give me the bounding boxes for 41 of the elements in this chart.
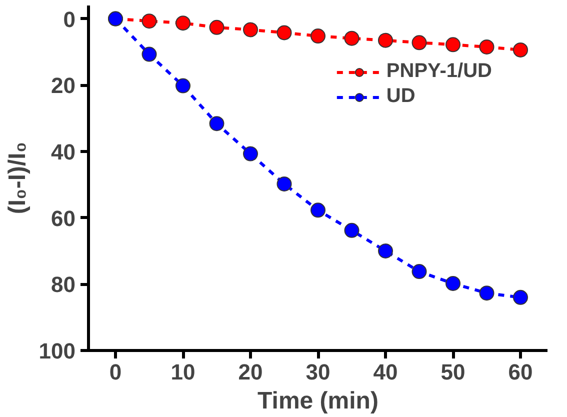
point [378, 32, 393, 48]
point [344, 222, 360, 238]
point [142, 14, 157, 29]
y-tick-label: 100 [38, 338, 76, 364]
y-tick-label: 0 [63, 6, 76, 32]
point [276, 176, 292, 192]
point [446, 276, 460, 291]
y-tick-label: 20 [51, 73, 76, 98]
point [243, 22, 258, 38]
y-axis-title: (I₀-I)/I₀ [4, 142, 31, 214]
legend-label: UD [386, 85, 416, 108]
legend-label: PNPY-1/UD [386, 60, 492, 83]
point [243, 146, 258, 162]
point [412, 264, 427, 280]
point [344, 30, 360, 46]
point [276, 25, 292, 40]
y-tick-label: 80 [51, 272, 76, 298]
x-tick-label: 20 [238, 360, 263, 384]
point [209, 20, 224, 35]
point [176, 16, 190, 31]
point [378, 243, 393, 258]
point [513, 42, 528, 58]
x-tick-label: 0 [109, 360, 122, 384]
point [412, 35, 427, 50]
x-tick-label: 10 [170, 360, 196, 384]
y-tick-label: 60 [51, 206, 76, 231]
point [446, 37, 460, 52]
point [310, 202, 326, 218]
x-axis-title: Time (min) [258, 388, 378, 414]
x-tick-label: 30 [306, 360, 330, 384]
point [142, 46, 157, 62]
x-tick-label: 50 [440, 360, 466, 384]
point [209, 116, 224, 132]
point [310, 28, 326, 44]
x-tick-label: 40 [373, 360, 398, 384]
point [176, 78, 190, 94]
point [479, 39, 494, 54]
x-tick-label: 60 [508, 360, 533, 384]
y-tick-label: 40 [51, 139, 76, 164]
point [513, 290, 528, 305]
point [479, 286, 494, 301]
